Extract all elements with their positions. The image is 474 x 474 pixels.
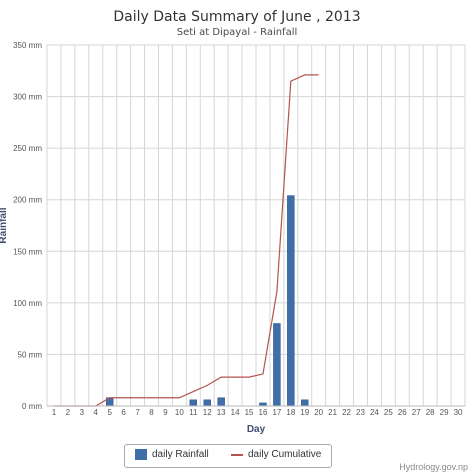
x-tick-label: 12 xyxy=(203,408,212,417)
x-tick-label: 1 xyxy=(52,408,57,417)
bar-daily-rainfall[interactable] xyxy=(217,397,225,407)
y-tick-label: 350 mm xyxy=(13,41,42,50)
legend: daily Rainfall daily Cumulative xyxy=(124,444,332,468)
y-tick-label: 50 mm xyxy=(18,350,43,359)
chart-title: Daily Data Summary of June , 2013 xyxy=(113,9,361,25)
x-tick-label: 17 xyxy=(272,408,281,417)
x-tick-label: 16 xyxy=(259,408,268,417)
x-tick-label: 10 xyxy=(175,408,184,417)
x-tick-label: 20 xyxy=(314,408,323,417)
chart-subtitle: Seti at Dipayal - Rainfall xyxy=(176,27,298,38)
y-tick-label: 300 mm xyxy=(13,93,42,102)
x-tick-label: 29 xyxy=(440,408,449,417)
x-tick-label: 24 xyxy=(370,408,379,417)
bar-daily-rainfall[interactable] xyxy=(273,323,281,407)
legend-line-swatch xyxy=(231,453,243,456)
bar-daily-rainfall[interactable] xyxy=(287,195,295,407)
x-tick-label: 3 xyxy=(80,408,85,417)
grid xyxy=(46,44,466,407)
y-axis: 0 mm 50 mm 100 mm 150 mm 200 mm 250 mm 300 mm 3… xyxy=(0,41,42,411)
bar-daily-rainfall[interactable] xyxy=(301,399,309,407)
x-tick-label: 22 xyxy=(342,408,351,417)
bar-daily-rainfall[interactable] xyxy=(203,399,211,407)
x-tick-label: 13 xyxy=(217,408,226,417)
legend-label-rainfall: daily Rainfall xyxy=(152,449,209,460)
x-tick-label: 7 xyxy=(135,408,140,417)
x-tick-label: 15 xyxy=(245,408,254,417)
x-tick-label: 4 xyxy=(94,408,99,417)
y-tick-label: 0 mm xyxy=(22,402,42,411)
x-tick-label: 14 xyxy=(231,408,240,417)
x-tick-label: 23 xyxy=(356,408,365,417)
legend-item-rainfall[interactable]: daily Rainfall xyxy=(135,449,209,460)
x-tick-label: 21 xyxy=(328,408,337,417)
x-tick-label: 8 xyxy=(149,408,154,417)
bars xyxy=(105,195,309,407)
cumulative-line xyxy=(53,74,319,407)
y-axis-title: Rainfall xyxy=(0,207,9,243)
y-tick-label: 250 mm xyxy=(13,144,42,153)
x-tick-label: 9 xyxy=(163,408,168,417)
y-tick-label: 100 mm xyxy=(13,299,42,308)
x-tick-label: 30 xyxy=(454,408,463,417)
x-axis: 1 2 3 4 5 6 7 8 9 10 11 12 13 14 15 16 17 18 19 20 21 22 23 24 2… xyxy=(47,405,465,435)
x-tick-label: 11 xyxy=(189,408,198,417)
x-tick-label: 2 xyxy=(66,408,71,417)
legend-label-cumulative: daily Cumulative xyxy=(248,449,322,460)
legend-item-cumulative[interactable]: daily Cumulative xyxy=(231,449,321,460)
legend-bar-swatch xyxy=(135,449,147,460)
credit-text[interactable]: Hydrology.gov.np xyxy=(399,462,468,472)
y-tick-label: 150 mm xyxy=(13,247,42,256)
x-axis-title: Day xyxy=(247,424,266,435)
x-tick-label: 18 xyxy=(286,408,295,417)
x-tick-label: 28 xyxy=(426,408,435,417)
x-tick-label: 27 xyxy=(412,408,421,417)
bar-daily-rainfall[interactable] xyxy=(189,399,198,407)
y-tick-label: 200 mm xyxy=(13,196,42,205)
x-tick-label: 26 xyxy=(398,408,407,417)
line-daily-cumulative[interactable] xyxy=(53,74,319,407)
x-tick-label: 5 xyxy=(107,408,112,417)
x-tick-label: 19 xyxy=(300,408,309,417)
x-tick-label: 6 xyxy=(121,408,126,417)
x-tick-label: 25 xyxy=(384,408,393,417)
